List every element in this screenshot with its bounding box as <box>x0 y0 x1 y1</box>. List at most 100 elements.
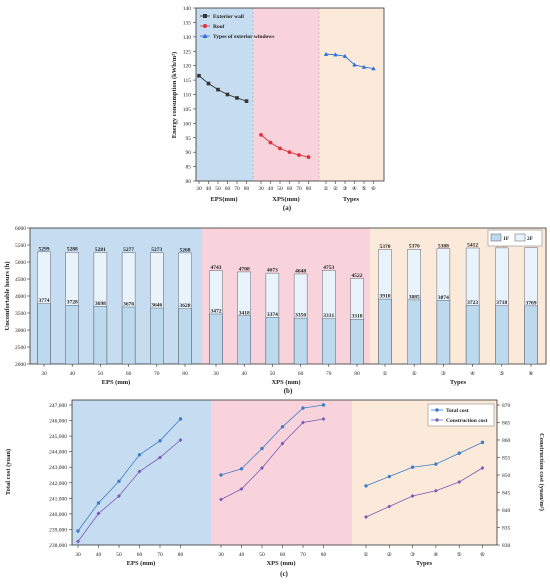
x-tick-label: 30 <box>258 186 264 192</box>
data-label-1f: 3728 <box>67 300 78 306</box>
group-label-types: Types <box>416 560 433 567</box>
y-tick-label: 90 <box>186 150 192 156</box>
x-tick-label: 70 <box>154 371 160 377</box>
data-label-2f: 5288 <box>67 247 78 253</box>
legend-swatch-2f <box>514 233 526 242</box>
y-tick-label: 105 <box>183 107 192 113</box>
data-point-total <box>219 473 223 477</box>
legend-item-roof: Roof <box>213 24 224 30</box>
group-label-xps: XPS(mm) <box>272 196 299 203</box>
data-label-1f: 3774 <box>39 298 50 304</box>
x-tick-label: ④ <box>433 551 438 558</box>
legend-swatch-1f <box>490 233 502 242</box>
x-tick-label: ① <box>383 370 388 377</box>
data-label-1f: 3676 <box>123 302 134 308</box>
data-point-total <box>457 451 461 455</box>
bar-1f <box>465 305 480 365</box>
x-tick-label: 70 <box>234 186 240 192</box>
legend-marker-construction <box>434 417 440 423</box>
y-tick-label: 115 <box>183 78 191 84</box>
y-left-tick-label: 240,000 <box>49 512 67 518</box>
data-label-1f: 3318 <box>352 314 363 320</box>
x-tick-label: 40 <box>241 371 247 377</box>
y-left-tick-label: 239,000 <box>49 527 67 533</box>
y-axis-ticks: 2000 2500 3000 3500 4000 4500 5000 5500 6000 <box>15 226 30 368</box>
legend-item-2f: 2F <box>527 236 534 242</box>
x-tick-label: 80 <box>306 186 312 192</box>
y-tick-label: 125 <box>183 49 192 55</box>
x-tick-label: ① <box>364 551 369 558</box>
data-label-1f: 3331 <box>323 313 334 319</box>
data-label-2f: 4648 <box>295 268 306 274</box>
data-point-total <box>137 453 142 457</box>
x-tick-label: 80 <box>182 371 188 377</box>
y-tick-label: 4000 <box>15 294 26 300</box>
series-line-types-of-exterior-windows <box>325 53 374 69</box>
x-tick-label: ⑥ <box>529 370 534 377</box>
y-axis-right-ticks: 830 835 840 845 850 855 860 865 870 <box>497 403 511 549</box>
group-label-types: Types <box>450 379 467 386</box>
data-point <box>216 87 220 92</box>
data-point-construction <box>219 497 223 502</box>
data-point-total <box>76 529 80 533</box>
legend-box <box>427 403 495 427</box>
x-tick-label: 30 <box>75 552 81 558</box>
data-label-1f: 3885 <box>409 294 420 300</box>
y-right-tick-label: 830 <box>502 543 511 549</box>
legend-marker-total <box>435 408 439 412</box>
data-label-1f: 3910 <box>380 294 391 300</box>
y-left-tick-label: 243,000 <box>49 465 67 471</box>
data-point <box>278 146 282 151</box>
legend: 1F 2F <box>487 229 543 247</box>
y-tick-label: 95 <box>186 136 192 142</box>
legend-item-1f: 1F <box>503 236 510 242</box>
bar-1f <box>436 300 451 365</box>
x-tick-label: 30 <box>213 371 219 377</box>
y-left-tick-label: 241,000 <box>49 496 67 502</box>
x-axis-ticks: 30 40 50 60 70 80 30 40 50 60 70 80 ① ② ③ ④ ⑤ ⑥ <box>41 364 534 377</box>
legend-item-windows: Types of exterior windows <box>213 34 274 40</box>
y-tick-label: 135 <box>183 20 192 26</box>
y-left-tick-label: 238,000 <box>49 543 67 549</box>
y-tick-label: 4500 <box>15 277 26 283</box>
y-tick-label: 80 <box>186 179 192 185</box>
data-label-1f: 3709 <box>526 300 537 306</box>
y-left-tick-label: 245,000 <box>49 434 67 440</box>
x-tick-label: 50 <box>277 186 283 192</box>
total-cost-line <box>220 404 324 476</box>
bar-1f <box>495 305 509 365</box>
construction-cost-line <box>365 467 483 518</box>
y-left-tick-label: 242,000 <box>49 481 67 487</box>
data-point-total <box>117 479 121 483</box>
data-point-total <box>178 417 183 421</box>
data-label-1f: 3374 <box>267 312 278 318</box>
data-point-total <box>387 474 391 479</box>
x-tick-label: 50 <box>215 186 221 192</box>
data-label-1f: 3698 <box>95 301 106 307</box>
x-tick-label: 60 <box>126 371 132 377</box>
x-tick-label: 40 <box>268 186 274 192</box>
total-cost-line <box>77 418 181 532</box>
y-axis-ticks: 80 85 90 95 100 105 110 115 120 125 130 135 140 <box>183 6 196 185</box>
y-tick-label: 3500 <box>15 311 26 317</box>
x-tick-label: 30 <box>218 552 224 558</box>
x-tick-label: 30 <box>196 186 202 192</box>
data-point-construction <box>239 487 244 491</box>
x-tick-label: ③ <box>410 551 415 558</box>
data-label-2f: 4522 <box>352 273 363 279</box>
data-point-construction <box>457 480 462 484</box>
x-tick-label: 50 <box>116 552 122 558</box>
x-tick-label: 40 <box>206 186 212 192</box>
data-point <box>371 66 376 71</box>
x-tick-label: ① <box>324 185 329 192</box>
x-tick-label: ④ <box>352 185 357 192</box>
data-label-2f: 5376 <box>409 244 420 250</box>
y-right-tick-label: 840 <box>502 508 511 514</box>
data-point <box>244 99 249 103</box>
legend-marker-roof <box>203 24 207 28</box>
y-tick-label: 3000 <box>15 328 26 334</box>
bar-1f <box>121 306 136 365</box>
data-point <box>361 64 367 69</box>
data-point-total <box>280 425 285 429</box>
